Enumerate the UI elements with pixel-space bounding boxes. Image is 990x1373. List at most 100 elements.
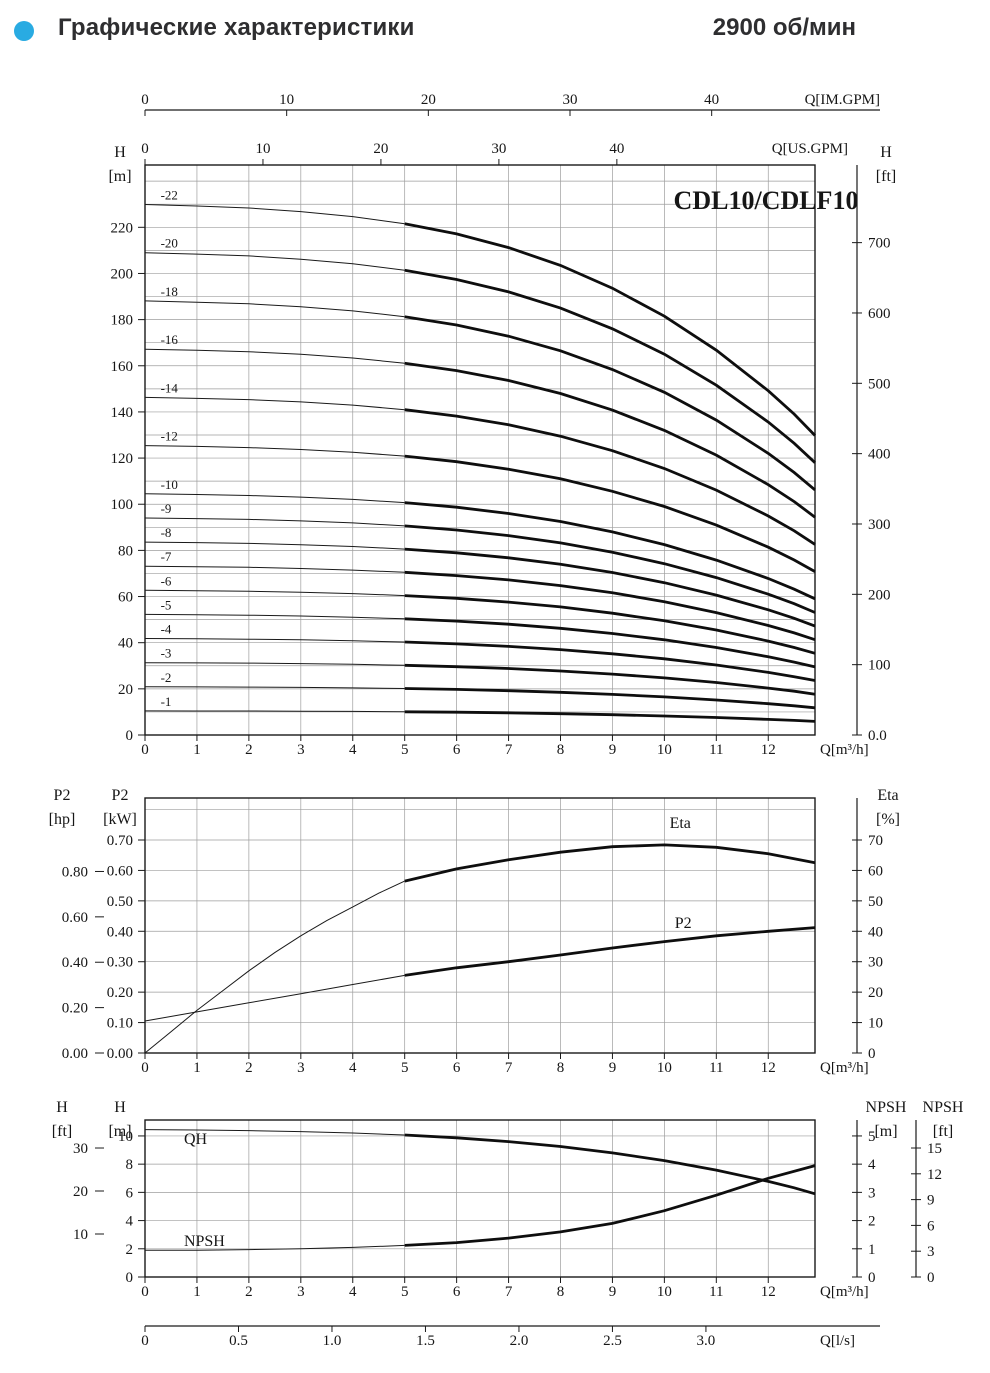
tick-label: 60: [868, 863, 883, 879]
tick-label: 1: [868, 1242, 876, 1258]
stage-label-10: -10: [161, 477, 178, 492]
stage-label-1: -1: [161, 694, 172, 709]
tick-label: 0.80: [62, 864, 88, 880]
curve-QH-thin: [144, 1129, 405, 1136]
tick-label: 4: [349, 742, 357, 758]
tick-label: 6: [453, 1060, 461, 1076]
stage-curve-20-thin: [144, 252, 405, 271]
tick-label: 8: [557, 1284, 565, 1300]
tick-label: 2.0: [510, 1333, 529, 1349]
h-m-unit-3: [m]: [108, 1123, 131, 1140]
x-unit-m3h-2: Q[m³/h]: [820, 1060, 869, 1076]
tick-label: 0: [141, 742, 149, 758]
tick-label: 0.30: [107, 955, 133, 971]
tick-label: 0.40: [62, 955, 88, 971]
stage-label-7: -7: [161, 549, 172, 564]
p2-hp-header: P2: [54, 787, 71, 804]
x-unit-ls: Q[l/s]: [820, 1333, 855, 1349]
tick-label: 5: [401, 1060, 409, 1076]
tick-label: 12: [927, 1167, 942, 1183]
tick-label: 160: [111, 359, 134, 375]
tick-label: 200: [868, 587, 891, 603]
tick-label: 4: [349, 1060, 357, 1076]
stage-curve-2-thick: [404, 687, 816, 710]
tick-label: 0.50: [107, 894, 133, 910]
stage-curve-3-thick: [404, 663, 816, 696]
curve-NPSH-thin: [145, 1244, 405, 1251]
curve-label-QH: QH: [184, 1131, 208, 1148]
stage-curve-14-thick: [404, 408, 816, 546]
tick-label: 30: [491, 141, 506, 157]
tick-label: 3.0: [697, 1333, 716, 1349]
npsh-plot-frame: [144, 1119, 816, 1278]
tick-label: 400: [868, 447, 891, 463]
tick-label: 100: [868, 658, 891, 674]
tick-label: 0.40: [107, 924, 133, 940]
stage-label-16: -16: [161, 332, 179, 347]
tick-label: 0: [126, 1270, 134, 1286]
main-plot-frame: [144, 164, 816, 736]
tick-label: 50: [868, 894, 883, 910]
stage-curve-7-thin: [144, 565, 405, 573]
stage-label-18: -18: [161, 284, 178, 299]
tick-label: 15: [927, 1141, 942, 1157]
stage-label-8: -8: [161, 525, 172, 540]
stage-curve-9-thick: [404, 524, 816, 614]
stage-curve-6-thin: [144, 589, 405, 597]
tick-label: 12: [761, 1284, 776, 1300]
tick-label: 2: [245, 1284, 253, 1300]
tick-label: 6: [453, 1284, 461, 1300]
tick-label: 40: [118, 636, 133, 652]
tick-label: 140: [111, 405, 134, 421]
tick-label: 30: [563, 92, 578, 108]
p2-kw-header: P2: [112, 787, 129, 804]
tick-label: 0.5: [229, 1333, 248, 1349]
tick-label: 1.0: [323, 1333, 342, 1349]
stage-label-9: -9: [161, 501, 172, 516]
tick-label: 7: [505, 1284, 513, 1300]
curve-label-Eta: Eta: [670, 815, 691, 832]
stage-curve-4-thick: [404, 640, 816, 682]
tick-label: 0: [927, 1270, 935, 1286]
tick-label: 2: [868, 1214, 876, 1230]
tick-label: 10: [279, 92, 294, 108]
stage-curve-22-thin: [144, 204, 405, 225]
tick-label: 1: [193, 742, 201, 758]
stage-label-22: -22: [161, 187, 178, 202]
curve-Eta-thin: [144, 880, 405, 1054]
stage-curve-6-thick: [404, 594, 816, 655]
tick-label: 3: [927, 1244, 935, 1260]
tick-label: 0: [141, 141, 149, 157]
h-m-header: H: [114, 144, 126, 161]
stage-curve-8-thin: [144, 541, 405, 550]
stage-curve-5-thick: [404, 617, 816, 669]
tick-label: 0.60: [107, 863, 133, 879]
tick-label: 5: [401, 1284, 409, 1300]
tick-label: 6: [453, 742, 461, 758]
h-m-unit: [m]: [108, 168, 131, 185]
tick-label: 20: [73, 1184, 88, 1200]
curve-label-NPSH: NPSH: [184, 1233, 225, 1250]
curve-P2-thin: [144, 974, 405, 1022]
tick-label: 0.70: [107, 833, 133, 849]
tick-label: 600: [868, 306, 891, 322]
stage-curve-5-thin: [144, 613, 405, 620]
tick-label: 20: [373, 141, 388, 157]
eta-unit: [%]: [876, 811, 900, 828]
tick-label: 0.20: [62, 1001, 88, 1017]
tick-label: 2.5: [603, 1333, 622, 1349]
tick-label: 500: [868, 376, 891, 392]
tick-label: 11: [709, 1060, 723, 1076]
tick-label: 8: [557, 742, 565, 758]
tick-label: 60: [118, 590, 133, 606]
tick-label: 4: [868, 1157, 876, 1173]
tick-label: 10: [118, 1129, 133, 1145]
tick-label: 0: [126, 728, 134, 744]
tick-label: 4: [349, 1284, 357, 1300]
tick-label: 300: [868, 517, 891, 533]
tick-label: 10: [657, 1284, 672, 1300]
tick-label: 1.5: [416, 1333, 435, 1349]
stage-label-5: -5: [161, 597, 172, 612]
